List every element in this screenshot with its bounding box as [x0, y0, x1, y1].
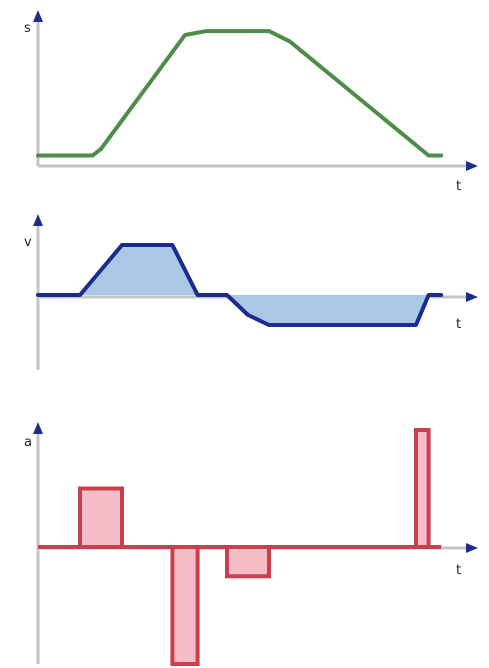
- position-x-label: t: [456, 179, 461, 194]
- acceleration-y-label: a: [24, 435, 32, 450]
- position-x-arrow: [466, 161, 478, 171]
- pulse-bar-3: [414, 428, 431, 549]
- acceleration-x-label: t: [456, 563, 461, 578]
- series-line-1: [36, 243, 444, 327]
- pulse-bar-2: [225, 545, 271, 579]
- acceleration-chart: a t: [24, 422, 478, 666]
- velocity-x-label: t: [456, 317, 461, 332]
- pulse-bar-1: [170, 545, 200, 666]
- pulse-bar-0: [78, 486, 124, 549]
- position-y-arrow: [33, 10, 43, 22]
- velocity-chart: v t: [24, 214, 478, 370]
- position-chart: s t: [24, 10, 478, 194]
- velocity-y-label: v: [24, 235, 32, 250]
- velocity-y-arrow: [33, 214, 43, 226]
- velocity-x-arrow: [466, 292, 478, 302]
- position-y-label: s: [24, 21, 31, 36]
- area-fill-1: [38, 245, 442, 325]
- series-line-0: [36, 29, 444, 158]
- acceleration-y-arrow: [33, 422, 43, 434]
- acceleration-x-arrow: [466, 543, 478, 553]
